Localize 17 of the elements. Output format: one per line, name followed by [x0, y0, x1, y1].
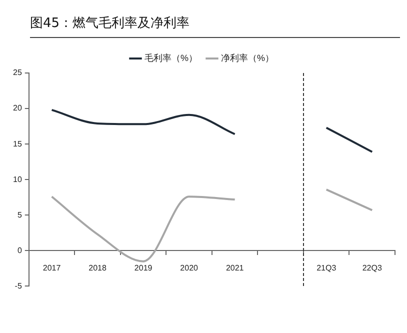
y-tick-label: -5 — [14, 281, 22, 290]
x-tick-label: 2019 — [134, 264, 153, 273]
y-tick-label: 20 — [12, 104, 22, 113]
legend-label: 净利率（%） — [221, 52, 274, 63]
legend-label: 毛利率（%） — [144, 52, 198, 63]
y-tick-label: 25 — [12, 68, 22, 78]
x-tick-label: 2017 — [42, 264, 62, 273]
y-tick-label: 0 — [17, 246, 22, 255]
x-tick-label: 2021 — [226, 264, 244, 273]
x-tick-label: 2020 — [180, 264, 199, 273]
x-tick-label: 22Q3 — [362, 264, 382, 273]
y-tick-label: 5 — [17, 210, 22, 220]
y-tick-label: 10 — [12, 174, 22, 184]
x-tick-label: 2018 — [88, 264, 107, 273]
y-tick-label: 15 — [12, 139, 22, 148]
x-tick-label: 21Q3 — [316, 264, 337, 273]
chart-title: 图45：燃气毛利率及净利率 — [30, 14, 400, 38]
